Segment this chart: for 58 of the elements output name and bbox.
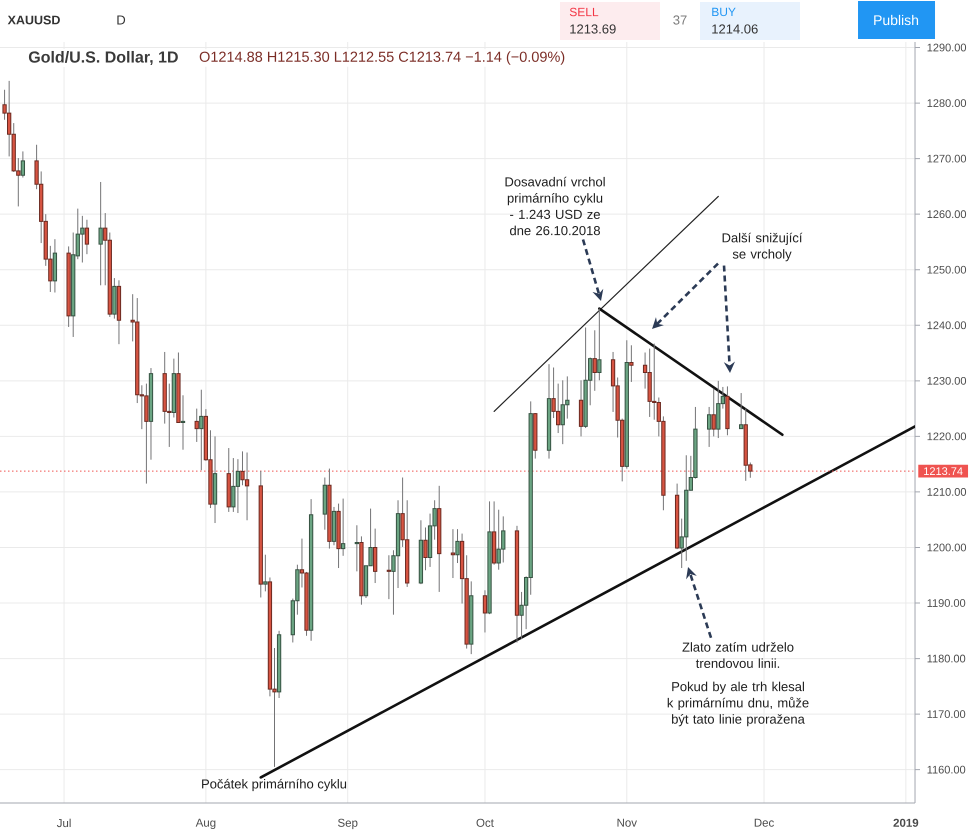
candlestick <box>244 452 250 521</box>
candlestick <box>423 526 428 571</box>
candlestick <box>373 528 378 584</box>
candlestick <box>98 181 103 286</box>
candlestick <box>199 389 204 471</box>
candlestick <box>240 450 245 486</box>
y-tick-label: 1180.00 <box>928 654 966 662</box>
y-tick-label: 1230.00 <box>928 376 966 385</box>
text: XAUUSD <box>8 16 60 24</box>
candlestick <box>482 590 488 633</box>
candlestick <box>712 388 716 437</box>
x-tick-label: 2019 <box>893 818 918 827</box>
y-tick-label: 1200.00 <box>928 544 966 552</box>
candlestick <box>386 554 392 600</box>
chart-title: Gold/U.S. Dollar, 1D <box>28 50 178 66</box>
y-tick-label: 1280.00 <box>928 99 966 107</box>
text: 1214.06 <box>712 24 758 34</box>
x-tick-label: Nov <box>618 818 637 827</box>
y-tick-label: 1290.00 <box>928 44 966 52</box>
candlestick <box>263 554 268 592</box>
annotation: Zlato zatím udrželo trendovou linii. <box>682 642 794 668</box>
candlestick <box>629 344 634 382</box>
candlestick <box>455 528 460 564</box>
annotation: Dosavadní vrchol primárního cyklu - 1.243 USD ze dne 26.10.2018 <box>505 176 605 236</box>
candlestick <box>180 394 186 450</box>
candlestick <box>194 408 199 442</box>
x-tick-label: Sep <box>338 818 358 830</box>
text: SELL <box>570 8 598 16</box>
text: 1213.69 <box>570 24 616 34</box>
annotation: Další snižující se vrcholy <box>722 232 802 262</box>
y-tick-label: 1240.00 <box>928 321 966 330</box>
candlestick <box>706 406 712 448</box>
x-tick-label: Oct <box>476 818 494 827</box>
text: Publish <box>874 14 918 26</box>
y-tick-label: 1260.00 <box>928 210 966 218</box>
candlestick <box>592 330 597 392</box>
candlestick <box>597 308 602 381</box>
y-tick-label: 1190.00 <box>928 599 966 607</box>
x-tick-label: Jul <box>56 818 71 828</box>
y-tick-label: 1160.00 <box>928 766 966 774</box>
candlestick <box>354 524 360 572</box>
x-tick-label: Aug <box>196 818 216 829</box>
candlestick <box>739 392 744 430</box>
candlestick <box>84 219 90 255</box>
text: 37 <box>673 15 687 25</box>
text: O1214.88 H1215.30 L1212.55 C1213.74 −1.14 (−0.09%) <box>200 51 564 65</box>
text: BUY <box>712 8 736 16</box>
y-tick-label: 1270.00 <box>928 154 966 163</box>
y-tick-label: 1250.00 <box>928 266 966 274</box>
y-tick-label: 1210.00 <box>928 488 966 496</box>
x-tick-label: Dec <box>754 818 774 827</box>
candlestick <box>450 528 456 579</box>
candlestick <box>340 498 346 556</box>
ref-line-label: 1213.74 <box>924 467 963 476</box>
annotation: Pokud by ale trh klesal k primárnímu dnu, může být tato linie proražena <box>668 682 809 726</box>
text: D <box>117 16 126 24</box>
y-tick-label: 1170.00 <box>928 710 966 718</box>
y-tick-label: 1220.00 <box>928 432 966 440</box>
